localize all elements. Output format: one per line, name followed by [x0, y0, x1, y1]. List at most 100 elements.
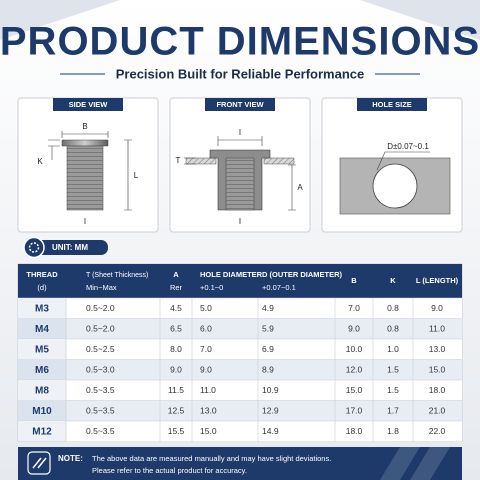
table-cell: 11.5	[168, 385, 184, 395]
unit-label: UNIT: MM	[52, 243, 88, 252]
column-header: T (Sheet Thickness)	[86, 272, 148, 279]
table-cell: 0.5~3.5	[86, 426, 115, 436]
dimension-label: A	[297, 183, 303, 192]
column-header: K	[390, 276, 396, 285]
table-cell: 1.5	[387, 365, 399, 375]
table-cell: 18.0	[346, 426, 363, 436]
panel-label: FRONT VIEW	[216, 100, 264, 109]
table-cell: 0.8	[387, 303, 399, 313]
table-cell: 0.5~3.5	[86, 385, 115, 395]
table-row	[18, 400, 462, 421]
panel: HOLE SIZE D±0.07~0.1	[321, 97, 463, 233]
column-subheader: +0.07~0.1	[262, 283, 296, 292]
thread-cell	[18, 400, 66, 421]
table-cell: 0.5~2.0	[86, 303, 115, 313]
table-cell: 13.0	[200, 406, 217, 416]
note-label: NOTE:	[58, 454, 83, 463]
table-cell: 13.0	[429, 344, 446, 354]
thread-size: M8	[35, 385, 49, 396]
table-cell: 9.0	[431, 303, 443, 313]
table-cell: 5.9	[262, 324, 274, 334]
table-cell: 15.5	[168, 426, 185, 436]
thread-size: M12	[32, 426, 52, 437]
title: PRODUCT DIMENSIONS	[0, 20, 480, 64]
column-header: B	[351, 276, 357, 285]
table-cell: 8.9	[262, 365, 274, 375]
table-cell: 12.9	[262, 406, 279, 416]
column-header: D (OUTER DIAMETER)	[262, 270, 342, 279]
table-cell: 0.8	[387, 324, 399, 334]
panel: SIDE VIEW B K L I	[17, 97, 159, 233]
table-cell: 11.0	[429, 324, 445, 334]
panel-label: HOLE SIZE	[372, 100, 412, 109]
table-cell: 0.5~2.5	[86, 344, 115, 354]
table-cell: 9.0	[200, 365, 212, 375]
thread-size: M3	[35, 303, 49, 314]
table-cell: 1.7	[387, 406, 399, 416]
thread-cell	[18, 298, 66, 319]
table: THREAD (d) T (Sheet Thickness) Min~Max A Rer H…	[17, 263, 463, 442]
table-row	[18, 421, 462, 442]
decoration	[0, 0, 120, 40]
note-text: Please refer to the actual product for a…	[92, 466, 247, 475]
dimension-label: I	[239, 128, 241, 137]
table-cell: 7.0	[200, 344, 212, 354]
note-text: The above data are measured manually and…	[92, 454, 331, 463]
table-cell: 8.0	[170, 344, 182, 354]
table-row	[18, 359, 462, 380]
dimension-label: B	[82, 122, 87, 131]
table-cell: 15.0	[346, 385, 363, 395]
column-header: A	[173, 270, 179, 279]
table-cell: 9.0	[348, 324, 360, 334]
dimension-label: T	[176, 156, 181, 165]
unit-badge: UNIT: MM	[23, 236, 108, 259]
dimension-label: K	[37, 157, 43, 166]
column-header: L (LENGTH)	[416, 276, 459, 285]
thread-cell	[18, 359, 66, 380]
table-cell: 15.0	[429, 365, 446, 375]
dimension-label: L	[134, 171, 139, 180]
table-cell: 15.0	[200, 426, 217, 436]
panel-label: SIDE VIEW	[69, 100, 109, 109]
column-header: HOLE DIAMETER	[200, 270, 263, 279]
table-row	[18, 298, 462, 319]
table-cell: 1.5	[387, 385, 399, 395]
thread-size: M10	[32, 406, 52, 417]
column-header: THREAD	[26, 270, 58, 279]
table-cell: 12.0	[346, 365, 363, 375]
table-cell: 6.5	[170, 324, 182, 334]
table-cell: 4.5	[170, 303, 182, 313]
table-cell: 14.9	[262, 426, 279, 436]
table-cell: 10.9	[262, 385, 279, 395]
thread-cell	[18, 421, 66, 442]
table-row	[18, 339, 462, 360]
thread-size: M5	[35, 344, 49, 355]
table-cell: 12.5	[168, 406, 185, 416]
column-subheader: Min~Max	[86, 283, 117, 292]
table-cell: 1.8	[387, 426, 399, 436]
thread-size: M6	[35, 365, 49, 376]
footer: NOTE: The above data are measured manual…	[18, 447, 462, 480]
table-cell: 21.0	[429, 406, 446, 416]
column-subheader: (d)	[37, 283, 47, 292]
column-subheader: +0.1~0	[200, 283, 223, 292]
table-cell: 0.5~2.0	[86, 324, 115, 334]
column-subheader: Rer	[170, 283, 183, 292]
dimension-label: I	[84, 217, 86, 226]
table-cell: 18.0	[429, 385, 446, 395]
table-cell: 17.0	[346, 406, 363, 416]
table-cell: 11.0	[200, 385, 216, 395]
thread-cell	[18, 339, 66, 360]
table-cell: 0.5~3.5	[86, 406, 115, 416]
panel: FRONT VIEW I T A I	[169, 97, 311, 233]
table-row	[18, 380, 462, 401]
thread-cell	[18, 318, 66, 339]
dimension-label: I	[239, 217, 241, 226]
table-cell: 1.0	[387, 344, 399, 354]
table-cell: 10.0	[346, 344, 363, 354]
header-row	[18, 264, 462, 298]
table-cell: 9.0	[170, 365, 182, 375]
thread-cell	[18, 380, 66, 401]
decoration	[360, 0, 480, 40]
